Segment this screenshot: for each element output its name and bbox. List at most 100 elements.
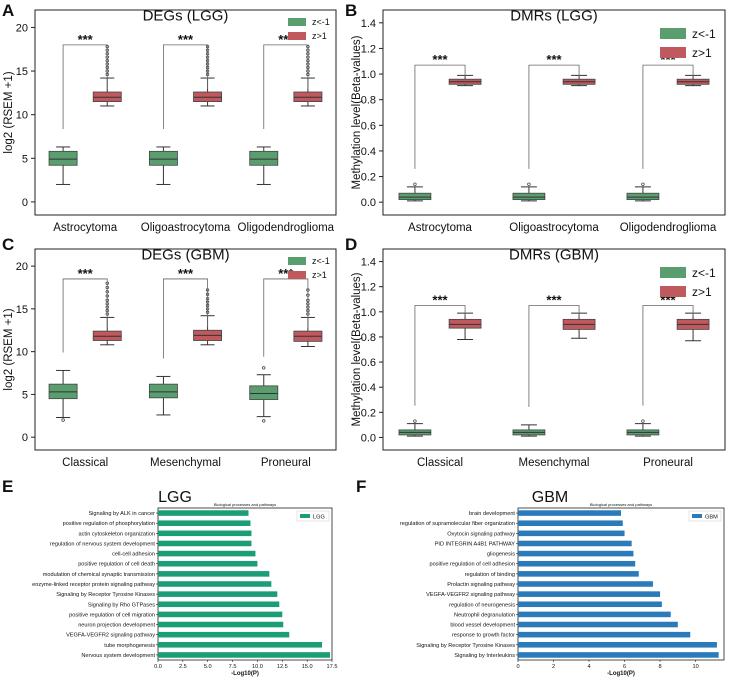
flier-pB-z1-0-0 [413, 182, 417, 186]
y-tick-label-pF-3: PID INTEGRIN A4B1 PATHWAY [435, 541, 516, 547]
legend-label-pA-1: z>1 [312, 31, 327, 41]
y-tick-label-pF-13: Signaling by Receptor Tyrosine Kinases [416, 643, 515, 649]
bar-pF-8 [518, 591, 661, 597]
bar-pE-4 [158, 550, 256, 557]
bar-pE-10 [158, 611, 283, 618]
y-tick-label-pB-6: 1.2 [361, 43, 376, 55]
y-axis-label-pD: Methylation level(Beta-values) [351, 272, 363, 426]
y-tick-label-pF-4: gliogenesis [487, 552, 515, 558]
legend-swatch-pA-0 [288, 18, 306, 26]
x-tick-label-pD-2: Proneural [643, 457, 693, 469]
x-tick-label-pB-2: Oligodendroglioma [620, 222, 717, 234]
legend-swatch-pA-1 [288, 32, 306, 40]
bar-pF-3 [518, 540, 632, 547]
x-tick-label-pF-1: 2 [552, 664, 555, 670]
legend-swatch-pD-1 [660, 286, 686, 297]
flier-pB-z1-1-0 [527, 182, 531, 186]
legend-label-pD-1: z>1 [692, 285, 712, 299]
y-tick-label-pF-6: regulation of binding [465, 572, 515, 578]
x-tick-label-pE-2: 5.0 [204, 664, 212, 670]
y-tick-label-pD-6: 1.2 [361, 282, 376, 294]
chart-title-pC: DEGs (GBM) [141, 246, 229, 263]
panel-letter-e: E [2, 477, 13, 496]
y-tick-label-pB-5: 1.0 [361, 69, 376, 81]
x-axis-label-pF: -Log10(P) [607, 671, 635, 677]
bar-pF-1 [518, 520, 623, 526]
x-tick-label-pF-2: 4 [587, 664, 590, 670]
box-pC-z1-2 [249, 385, 279, 400]
y-tick-label-pE-11: neuron projection development [78, 623, 155, 629]
y-tick-label-pC-4: 20 [16, 261, 28, 273]
legend-box-pE [296, 510, 330, 522]
y-tick-label-pB-3: 0.6 [361, 120, 376, 132]
y-tick-label-pE-8: Signaling by Receptor Tyrosine Kinases [56, 592, 155, 598]
bar-pF-13 [518, 642, 717, 648]
legend-swatch-pC-1 [288, 271, 306, 279]
y-tick-label-pF-9: regulation of neurogenesis [449, 602, 515, 608]
y-tick-label-pD-0: 0.0 [361, 432, 376, 444]
x-tick-label-pF-5: 10 [692, 664, 698, 670]
flier-pB-z1-2-0 [641, 182, 645, 186]
box-pD-z1-0 [448, 318, 482, 329]
bar-pE-3 [158, 540, 252, 547]
bar-pE-14 [158, 652, 331, 658]
x-tick-label-pE-3: 7.5 [229, 664, 237, 670]
panel-letter-a: A [2, 1, 14, 20]
sig-label-pA-0: *** [78, 32, 94, 47]
x-tick-label-pE-6: 15.0 [302, 664, 313, 670]
y-tick-label-pC-0: 0 [22, 432, 28, 444]
bar-pE-1 [158, 520, 251, 526]
y-tick-label-pD-4: 0.8 [361, 332, 376, 344]
x-tick-label-pE-0: 0.0 [154, 664, 162, 670]
x-tick-label-pE-7: 17.5 [327, 664, 338, 670]
x-tick-label-pC-0: Classical [62, 457, 108, 469]
flier-pC-z1-0-0 [61, 418, 65, 422]
y-tick-label-pF-14: Signaling by Interleukins [454, 653, 515, 659]
y-tick-label-pD-3: 0.6 [361, 357, 376, 369]
y-tick-label-pE-2: actin cytoskeleton organization [79, 531, 156, 537]
y-tick-label-pA-2: 10 [16, 110, 28, 122]
sig-label-pC-1: *** [178, 266, 194, 281]
y-tick-label-pE-4: cell-cell adhesion [112, 552, 155, 558]
sig-bracket-pB-0 [414, 64, 466, 169]
sig-bracket-pC-1 [163, 278, 208, 359]
box-pB-z1-1 [512, 192, 546, 201]
y-tick-label-pF-8: VEGFA-VEGFR2 signaling pathway [426, 592, 515, 598]
sig-label-pB-0: *** [432, 52, 448, 67]
bar-pE-5 [158, 560, 258, 567]
x-tick-label-pF-0: 0 [516, 664, 519, 670]
y-tick-label-pF-5: positive regulation of cell adhesion [429, 562, 515, 568]
y-tick-label-pE-1: positive regulation of phosphorylation [63, 521, 155, 527]
legend-label-pC-1: z>1 [312, 270, 327, 280]
y-tick-label-pE-14: Nervous system development [81, 653, 155, 659]
legend-swatch-pB-1 [660, 47, 686, 58]
y-tick-label-pD-7: 1.4 [361, 257, 376, 269]
box-pA-z1-2 [249, 150, 279, 166]
x-tick-label-pD-0: Classical [417, 457, 463, 469]
panel-letter-d: D [345, 235, 357, 254]
panel-letter-b: B [345, 1, 357, 20]
bar-pE-7 [158, 581, 272, 587]
x-tick-label-pF-4: 8 [659, 664, 662, 670]
x-axis-label-pE: -Log10(P) [231, 671, 259, 677]
y-tick-label-pD-1: 0.2 [361, 407, 376, 419]
chart-title-pD: DMRs (GBM) [509, 246, 599, 263]
y-tick-label-pA-3: 15 [16, 66, 28, 78]
plot-frame-pB [382, 9, 726, 216]
y-tick-label-pB-1: 0.2 [361, 172, 376, 184]
legend-label-pB-1: z>1 [692, 46, 712, 60]
legend-label-pB-0: z<-1 [692, 27, 716, 41]
sig-bracket-pD-0 [414, 305, 466, 406]
flier-pC-z1-2-1 [262, 366, 266, 370]
bar-pF-10 [518, 611, 671, 618]
y-tick-label-pE-7: enzyme-linked receptor protein signaling… [32, 582, 155, 588]
y-tick-label-pE-3: regulation of nervous system development [50, 541, 156, 547]
sig-bracket-pD-2 [642, 305, 694, 406]
legend-label-pD-0: z<-1 [692, 266, 716, 280]
bar-pF-0 [518, 510, 621, 516]
flier-pC-z1-2-0 [262, 419, 266, 423]
y-tick-label-pF-11: blood vessel development [450, 623, 515, 629]
legend-swatch-pC-0 [288, 257, 306, 265]
flier-pD-z1-0-0 [413, 419, 417, 423]
